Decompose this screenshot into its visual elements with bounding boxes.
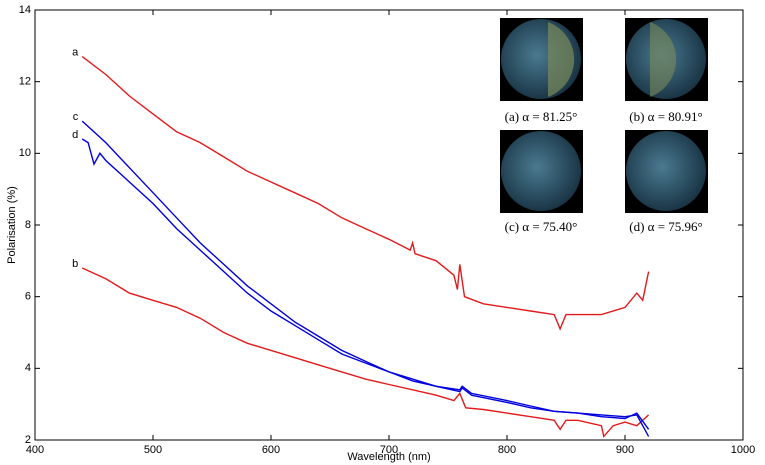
image-caption: (b) α = 80.91° (629, 109, 703, 124)
y-tick-label: 10 (19, 147, 31, 159)
y-tick-label: 14 (19, 4, 31, 16)
image-caption: (a) α = 81.25° (505, 109, 578, 124)
series-line (81, 56, 650, 331)
series-label: b (72, 258, 78, 270)
y-tick-label: 4 (25, 362, 31, 374)
series-line (81, 267, 650, 438)
series-label: c (73, 111, 79, 123)
x-tick-label: 800 (498, 444, 516, 456)
x-tick-label: 400 (26, 444, 44, 456)
series-line (81, 138, 650, 430)
y-tick-label: 12 (19, 76, 31, 88)
x-tick-label: 500 (144, 444, 162, 456)
series-label: a (72, 46, 79, 58)
globe-images (500, 18, 708, 213)
series-label: d (72, 129, 78, 141)
x-tick-label: 700 (380, 444, 398, 456)
y-tick-label: 8 (25, 219, 31, 231)
image-caption: (d) α = 75.96° (629, 219, 703, 234)
x-axis-label: Wavelength (nm) (347, 451, 430, 463)
image-caption: (c) α = 75.40° (505, 219, 578, 234)
x-tick-label: 900 (616, 444, 634, 456)
y-axis-label: Polarisation (%) (6, 186, 18, 264)
y-tick-label: 2 (25, 434, 31, 446)
x-tick-label: 1000 (731, 444, 755, 456)
x-tick-label: 600 (262, 444, 280, 456)
y-tick-label: 6 (25, 291, 31, 303)
